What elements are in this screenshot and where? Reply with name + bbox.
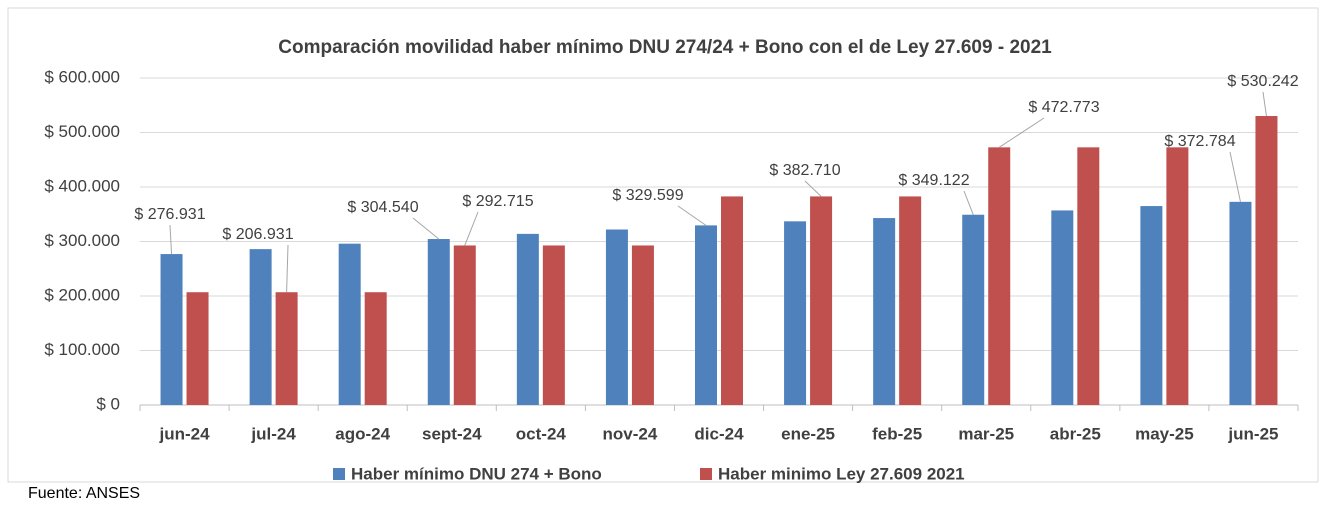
chart-title: Comparación movilidad haber mínimo DNU 2… (278, 37, 1052, 58)
x-tick-label: feb-25 (872, 424, 922, 443)
y-tick-label: $ 500.000 (44, 122, 120, 141)
leader-line (286, 244, 289, 293)
bar (275, 292, 298, 405)
y-tick-label: $ 200.000 (44, 285, 120, 304)
bar (873, 218, 896, 405)
legend-swatch (333, 468, 345, 480)
bar (364, 292, 387, 405)
leader-line (464, 211, 479, 246)
bar (338, 243, 361, 405)
bar (605, 229, 628, 405)
leader-line (169, 224, 173, 255)
legend-label: Haber mínimo DNU 274 + Bono (351, 464, 602, 483)
x-tick-label: ago-24 (335, 424, 390, 443)
bar (1229, 201, 1252, 405)
bar (1255, 116, 1278, 405)
y-tick-label: $ 400.000 (44, 176, 120, 195)
bar (784, 221, 807, 405)
x-tick-label: may-25 (1135, 424, 1194, 443)
y-tick-label: $ 100.000 (44, 340, 120, 359)
data-label: $ 304.540 (347, 199, 418, 216)
x-tick-label: oct-24 (516, 424, 567, 443)
leader-line (412, 217, 440, 240)
x-tick-label: mar-25 (958, 424, 1014, 443)
legend-label: Haber minimo Ley 27.609 2021 (718, 464, 965, 483)
bar (249, 249, 272, 405)
bar (631, 245, 654, 405)
bar (1051, 210, 1074, 405)
bar (810, 196, 833, 405)
bar (160, 254, 183, 405)
y-tick-label: $ 300.000 (44, 231, 120, 250)
x-tick-label: ene-25 (781, 424, 835, 443)
leader-line (963, 190, 974, 215)
leader-line (677, 205, 707, 226)
x-tick-label: abr-25 (1050, 424, 1101, 443)
bar (962, 214, 985, 405)
bar (427, 239, 450, 405)
bar (453, 245, 476, 405)
x-tick-label: nov-24 (603, 424, 658, 443)
bar (988, 147, 1011, 405)
bar (1166, 147, 1189, 405)
leader-line (804, 180, 822, 197)
bar (1140, 206, 1163, 405)
y-tick-label: $ 600.000 (44, 67, 120, 86)
bar (695, 225, 717, 405)
x-tick-label: jun-25 (1227, 424, 1278, 443)
x-tick-label: jul-24 (250, 424, 296, 443)
leader-line (998, 117, 1045, 148)
data-label: $ 372.784 (1164, 133, 1235, 150)
x-tick-label: jun-24 (159, 424, 211, 443)
data-label: $ 530.242 (1227, 73, 1298, 90)
bar (899, 196, 922, 405)
bar (516, 233, 539, 405)
x-tick-label: sept-24 (422, 424, 482, 443)
bar (186, 292, 209, 405)
data-label: $ 329.599 (612, 187, 683, 204)
bar (542, 245, 565, 405)
y-tick-label: $ 0 (96, 394, 120, 413)
legend-swatch (700, 468, 712, 480)
data-label: $ 276.931 (134, 206, 205, 223)
source: Fuente: ANSES (28, 485, 140, 502)
data-label: $ 206.931 (222, 226, 293, 243)
data-label: $ 472.773 (1028, 99, 1099, 116)
x-tick-label: dic-24 (694, 424, 744, 443)
chart-frame (7, 7, 1319, 483)
bar (721, 196, 743, 405)
data-label: $ 349.122 (898, 172, 969, 189)
data-label: $ 382.710 (769, 162, 840, 179)
leader-line (1262, 91, 1267, 117)
bar (1077, 147, 1100, 405)
data-label: $ 292.715 (462, 193, 533, 210)
leader-line (1229, 151, 1241, 202)
